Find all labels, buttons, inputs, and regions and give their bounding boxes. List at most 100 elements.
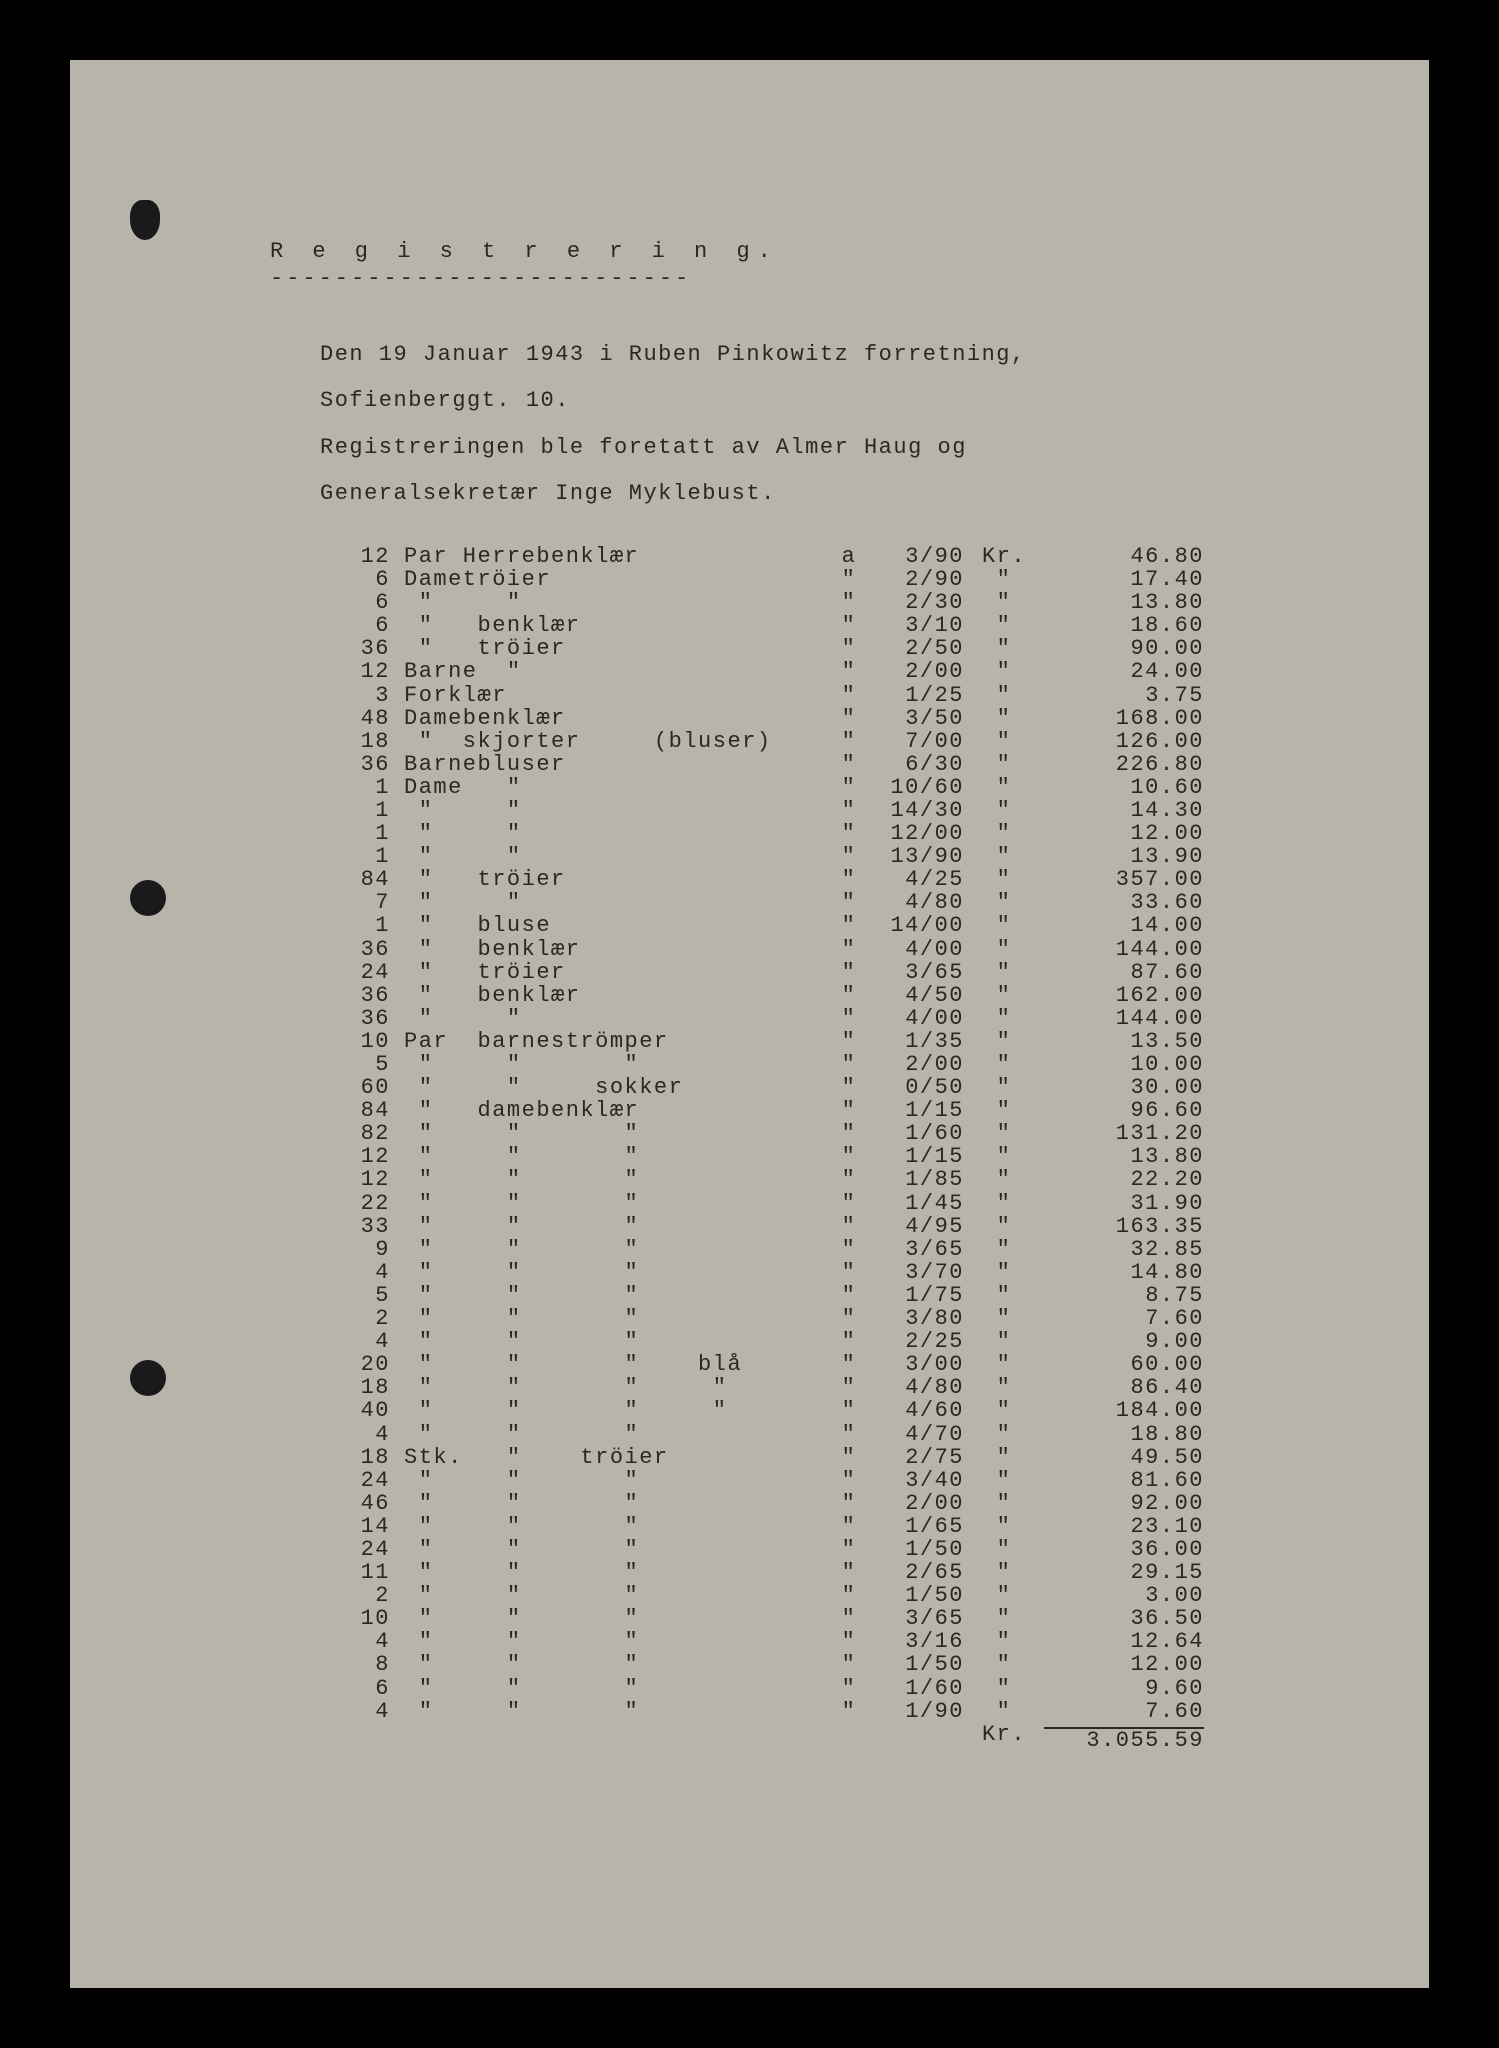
rate-cell: 3/65 [864,1607,964,1630]
amount-cell: 29.15 [1044,1561,1204,1584]
qty-cell: 60 [320,1076,404,1099]
a-mark-cell: " [834,1330,864,1353]
kr-mark-cell: " [964,1653,1044,1676]
amount-cell: 60.00 [1044,1353,1204,1376]
rate-cell: 1/45 [864,1192,964,1215]
qty-cell: 24 [320,1469,404,1492]
a-mark-cell: " [834,707,864,730]
qty-cell: 1 [320,799,404,822]
description-cell: " bluse [404,914,834,937]
a-mark-cell: " [834,914,864,937]
table-row: 18Stk. " tröier"2/75"49.50 [320,1446,1299,1469]
kr-mark-cell: " [964,568,1044,591]
description-cell: " " " [404,1122,834,1145]
kr-mark-cell: " [964,1677,1044,1700]
a-mark-cell: " [834,1215,864,1238]
amount-cell: 12.64 [1044,1630,1204,1653]
kr-mark-cell: " [964,868,1044,891]
rate-cell: 3/40 [864,1469,964,1492]
a-mark-cell: " [834,1099,864,1122]
rate-cell: 13/90 [864,845,964,868]
description-cell: " " sokker [404,1076,834,1099]
amount-cell: 184.00 [1044,1399,1204,1422]
table-row: 10 " " ""3/65"36.50 [320,1607,1299,1630]
description-cell: " " " [404,1284,834,1307]
hole-punch-top [130,200,160,240]
rate-cell: 3/50 [864,707,964,730]
a-mark-cell: " [834,984,864,1007]
amount-cell: 3.00 [1044,1584,1204,1607]
a-mark-cell: " [834,1584,864,1607]
rate-cell: 4/80 [864,1376,964,1399]
a-mark-cell: " [834,1353,864,1376]
rate-cell: 1/85 [864,1168,964,1191]
intro-line: Generalsekretær Inge Myklebust. [320,481,776,506]
qty-cell: 18 [320,1376,404,1399]
amount-cell: 33.60 [1044,891,1204,914]
description-cell: " " " [404,1261,834,1284]
rate-cell: 4/70 [864,1423,964,1446]
table-row: 33 " " ""4/95"163.35 [320,1215,1299,1238]
rate-cell: 3/65 [864,1238,964,1261]
description-cell: Forklær [404,684,834,707]
a-mark-cell: " [834,1307,864,1330]
rate-cell: 2/00 [864,1492,964,1515]
document-title: R e g i s t r e r i n g. [270,240,1299,263]
description-cell: " " [404,591,834,614]
a-mark-cell: " [834,799,864,822]
description-cell: " skjorter (bluser) [404,730,834,753]
amount-cell: 131.20 [1044,1122,1204,1145]
description-cell: " " " [404,1653,834,1676]
kr-mark-cell: " [964,1030,1044,1053]
description-cell: " " " [404,1307,834,1330]
kr-mark-cell: " [964,1399,1044,1422]
rate-cell: 1/50 [864,1584,964,1607]
description-cell: " " " [404,1469,834,1492]
amount-cell: 18.80 [1044,1423,1204,1446]
a-mark-cell: " [834,1376,864,1399]
table-row: 36Barnebluser"6/30"226.80 [320,753,1299,776]
kr-mark-cell: " [964,1099,1044,1122]
amount-cell: 162.00 [1044,984,1204,1007]
table-row: 82 " " ""1/60"131.20 [320,1122,1299,1145]
amount-cell: 168.00 [1044,707,1204,730]
hole-punch-middle [130,880,166,916]
qty-cell: 12 [320,1168,404,1191]
amount-cell: 9.00 [1044,1330,1204,1353]
page-frame: R e g i s t r e r i n g. ---------------… [0,0,1499,2048]
table-row: 12Barne ""2/00"24.00 [320,660,1299,683]
spacer [834,1723,864,1752]
rate-cell: 1/35 [864,1030,964,1053]
amount-cell: 14.00 [1044,914,1204,937]
description-cell: " " " [404,1330,834,1353]
title-underline: -------------------------- [270,267,1299,290]
kr-mark-cell: " [964,1307,1044,1330]
amount-cell: 144.00 [1044,1007,1204,1030]
amount-cell: 86.40 [1044,1376,1204,1399]
amount-cell: 17.40 [1044,568,1204,591]
table-row: 84 " tröier"4/25"357.00 [320,868,1299,891]
description-cell: " tröier [404,637,834,660]
amount-cell: 226.80 [1044,753,1204,776]
table-row: 12 " " ""1/15"13.80 [320,1145,1299,1168]
amount-cell: 96.60 [1044,1099,1204,1122]
kr-mark-cell: " [964,614,1044,637]
qty-cell: 4 [320,1423,404,1446]
a-mark-cell: " [834,776,864,799]
table-row: 7 " ""4/80"33.60 [320,891,1299,914]
rate-cell: 2/90 [864,568,964,591]
amount-cell: 14.30 [1044,799,1204,822]
a-mark-cell: " [834,1677,864,1700]
amount-cell: 31.90 [1044,1192,1204,1215]
spacer [404,1723,834,1752]
kr-mark-cell: " [964,891,1044,914]
a-mark-cell: " [834,1145,864,1168]
table-row: 1Dame ""10/60"10.60 [320,776,1299,799]
a-mark-cell: " [834,868,864,891]
amount-cell: 36.50 [1044,1607,1204,1630]
table-row: 9 " " ""3/65"32.85 [320,1238,1299,1261]
kr-mark-cell: " [964,753,1044,776]
a-mark-cell: " [834,1030,864,1053]
kr-mark-cell: " [964,1700,1044,1723]
rate-cell: 1/25 [864,684,964,707]
